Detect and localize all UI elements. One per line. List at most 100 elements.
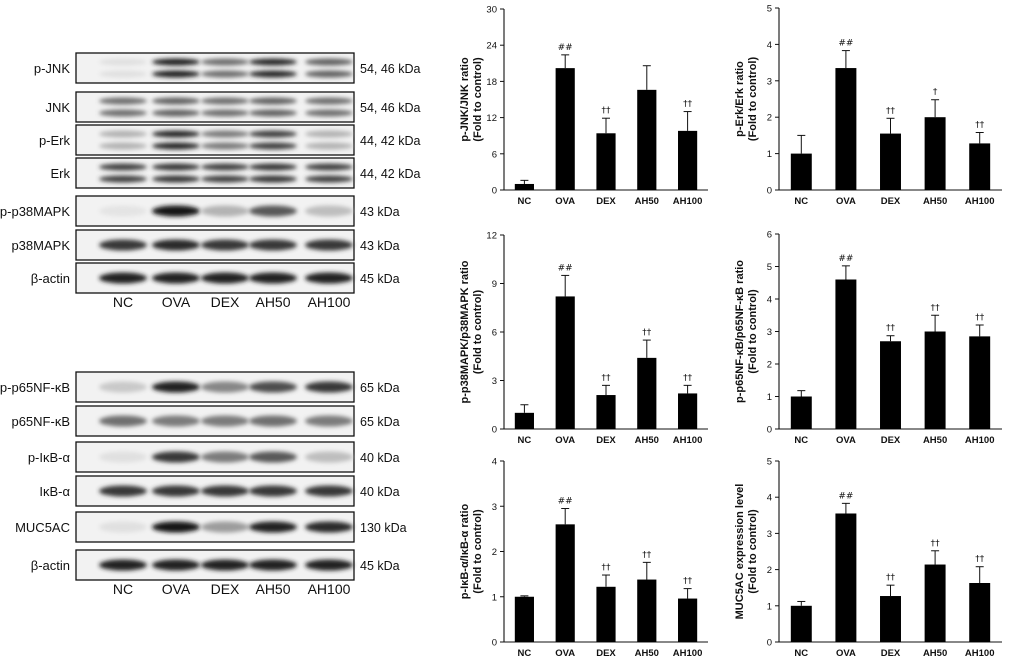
band <box>201 175 249 183</box>
blot-row-erk: Erk 44, 42 kDa <box>51 157 421 189</box>
y-tick-label: 3 <box>767 76 772 87</box>
bar-dex <box>880 133 901 190</box>
band <box>249 142 297 150</box>
category-label-dex: DEX <box>596 648 616 659</box>
bar-ah50 <box>637 89 657 190</box>
band <box>152 109 200 117</box>
y-tick-label: 4 <box>767 40 772 51</box>
y-axis-label: p-IκB-α/IκB-α ratio <box>459 503 471 599</box>
blot-row-muc5ac: MUC5AC 130 kDa <box>15 511 407 543</box>
category-label-dex: DEX <box>881 648 901 659</box>
category-label-ah100: AH100 <box>965 196 995 207</box>
band <box>249 109 297 117</box>
band <box>99 415 147 427</box>
band <box>99 272 147 284</box>
band <box>152 58 200 66</box>
band <box>99 142 147 150</box>
bar-ova <box>835 513 857 642</box>
kda-label: 40 kDa <box>360 485 400 499</box>
significance-mark: †† <box>931 303 941 313</box>
band <box>99 58 147 66</box>
significance-mark: ## <box>838 39 853 49</box>
band <box>305 381 353 393</box>
kda-label: 54, 46 kDa <box>360 101 421 115</box>
band <box>249 415 297 427</box>
band <box>305 239 353 251</box>
bar-ah100 <box>678 598 698 642</box>
y-tick-label: 2 <box>767 113 772 124</box>
blot-row-actin: β-actin 45 kDa <box>31 549 400 581</box>
band <box>152 451 200 463</box>
y-tick-label: 5 <box>767 262 772 273</box>
y-tick-label: 12 <box>486 113 497 124</box>
kda-label: 44, 42 kDa <box>360 167 421 181</box>
lane-label-ova: OVA <box>162 581 191 597</box>
bar-ah100 <box>678 130 698 190</box>
y-tick-label: 3 <box>767 529 772 540</box>
band <box>152 415 200 427</box>
category-label-ah50: AH50 <box>635 648 659 659</box>
category-label-ah100: AH100 <box>965 648 995 659</box>
chart-2: 0 1 2 3 4 5 p-Erk/Erk ratio (Fold to control) NC… <box>734 4 1002 207</box>
chart-4: 0 1 2 3 4 5 6 p-p65NF-κB/p65NF-κB ratio (Fold to… <box>734 230 1002 446</box>
band <box>152 272 200 284</box>
band <box>152 97 200 105</box>
significance-mark: †† <box>931 539 941 549</box>
significance-mark: ## <box>558 497 573 507</box>
band <box>249 239 297 251</box>
band <box>305 415 353 427</box>
category-label-dex: DEX <box>596 435 616 446</box>
kda-label: 45 kDa <box>360 272 400 286</box>
y-tick-label: 30 <box>486 5 497 16</box>
bar-nc <box>514 596 534 642</box>
y-axis-sublabel: (Fold to control) <box>472 290 484 375</box>
y-tick-label: 4 <box>767 493 772 504</box>
band <box>305 521 353 533</box>
category-label-dex: DEX <box>881 196 901 207</box>
category-label-ah50: AH50 <box>923 435 947 446</box>
band <box>201 559 249 571</box>
category-label-ah50: AH50 <box>635 435 659 446</box>
significance-mark: †† <box>602 373 612 383</box>
protein-label: p65NF-κB <box>11 414 70 429</box>
band <box>99 97 147 105</box>
protein-label: p-IκB-α <box>28 450 71 465</box>
bar-dex <box>596 395 616 429</box>
bar-ah50 <box>637 579 657 642</box>
band <box>305 205 353 217</box>
y-tick-label: 0 <box>767 638 772 649</box>
bar-ah100 <box>678 393 698 429</box>
protein-label: p-JNK <box>34 61 70 76</box>
band <box>99 521 147 533</box>
chart-1: 0 6 12 18 24 30 p-JNK/JNK ratio (Fold to contro… <box>459 5 708 207</box>
band <box>99 381 147 393</box>
band <box>201 97 249 105</box>
blot-row-p65nf-b: p65NF-κB 65 kDa <box>11 405 400 437</box>
band <box>305 58 353 66</box>
protein-label: p-Erk <box>39 133 71 148</box>
band <box>249 97 297 105</box>
band <box>201 142 249 150</box>
significance-mark: †† <box>975 120 985 130</box>
category-label-nc: NC <box>794 196 808 207</box>
y-tick-label: 3 <box>492 502 497 513</box>
blot-row-p38mapk: p38MAPK 43 kDa <box>11 229 400 261</box>
category-label-nc: NC <box>518 196 532 207</box>
band <box>99 559 147 571</box>
band <box>152 205 200 217</box>
category-label-nc: NC <box>518 435 532 446</box>
band <box>152 559 200 571</box>
category-label-ova: OVA <box>555 435 575 446</box>
band <box>152 521 200 533</box>
band <box>249 381 297 393</box>
bar-ova <box>555 296 575 429</box>
blot-row-p-jnk: p-JNK 54, 46 kDa <box>34 52 421 84</box>
band <box>201 130 249 138</box>
band <box>152 163 200 171</box>
band <box>249 451 297 463</box>
significance-mark: †† <box>602 106 612 116</box>
category-label-ah50: AH50 <box>635 196 659 207</box>
bar-nc <box>790 605 812 642</box>
